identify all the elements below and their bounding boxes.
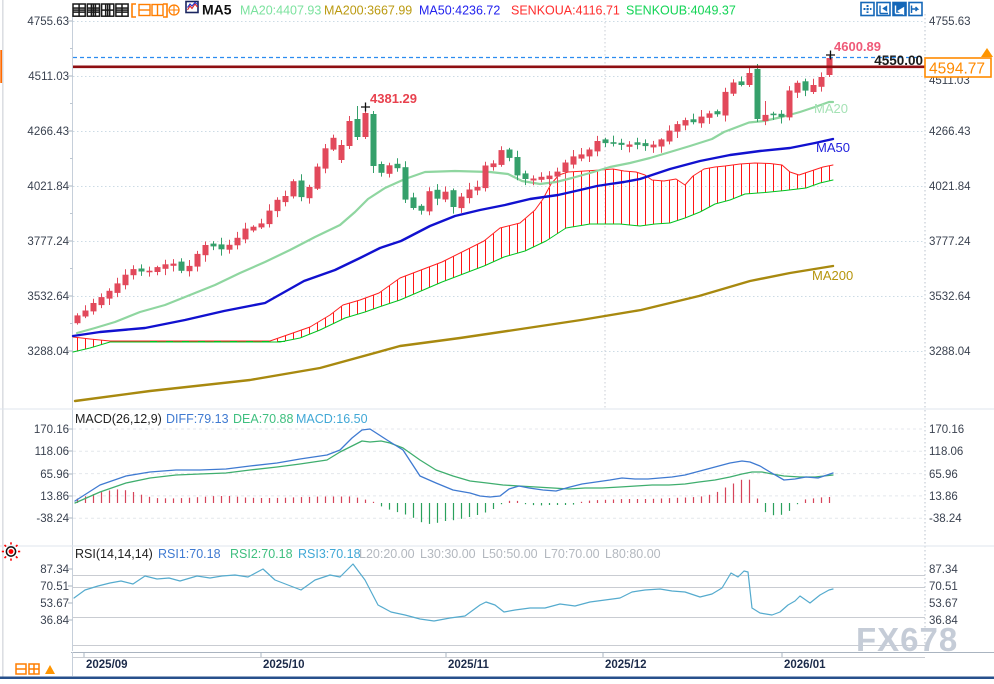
svg-text:4755.63: 4755.63	[929, 16, 971, 28]
svg-text:RSI3:70.18: RSI3:70.18	[298, 547, 361, 561]
svg-text:RSI(14,14,14): RSI(14,14,14)	[75, 547, 153, 561]
svg-text:-38.24: -38.24	[929, 513, 962, 525]
svg-text:4511.03: 4511.03	[929, 75, 970, 87]
svg-text:3777.24: 3777.24	[929, 236, 971, 248]
svg-text:13.86: 13.86	[40, 491, 69, 503]
svg-text:2025/09: 2025/09	[86, 659, 128, 671]
svg-text:3532.64: 3532.64	[929, 291, 971, 303]
svg-text:MA50: MA50	[816, 140, 850, 155]
svg-text:4381.29: 4381.29	[370, 91, 417, 106]
svg-text:4266.43: 4266.43	[929, 126, 971, 138]
svg-text:87.34: 87.34	[40, 564, 69, 576]
svg-text:-38.24: -38.24	[36, 513, 69, 525]
svg-text:13.86: 13.86	[929, 491, 958, 503]
svg-text:MACD:16.50: MACD:16.50	[296, 412, 368, 426]
svg-text:L80:80.00: L80:80.00	[605, 547, 661, 561]
svg-text:4600.89: 4600.89	[834, 39, 881, 54]
svg-text:170.16: 170.16	[34, 424, 69, 436]
svg-text:70.51: 70.51	[40, 581, 69, 593]
svg-text:3288.04: 3288.04	[929, 346, 971, 358]
svg-text:2026/01: 2026/01	[784, 659, 826, 671]
svg-text:L30:30.00: L30:30.00	[420, 547, 476, 561]
svg-text:3777.24: 3777.24	[27, 236, 69, 248]
svg-text:RSI1:70.18: RSI1:70.18	[158, 547, 221, 561]
svg-text:170.16: 170.16	[929, 424, 964, 436]
svg-text:L70:70.00: L70:70.00	[544, 547, 600, 561]
svg-text:RSI2:70.18: RSI2:70.18	[230, 547, 293, 561]
svg-text:4594.77: 4594.77	[929, 61, 985, 78]
svg-text:DIFF:79.13: DIFF:79.13	[166, 412, 229, 426]
svg-text:2025/11: 2025/11	[448, 659, 490, 671]
svg-text:FX678: FX678	[856, 621, 958, 658]
svg-text:MA20: MA20	[814, 101, 848, 116]
svg-text:MA200:3667.99: MA200:3667.99	[324, 4, 412, 18]
svg-text:36.84: 36.84	[929, 615, 958, 627]
svg-text:53.67: 53.67	[929, 598, 958, 610]
svg-text:65.96: 65.96	[40, 469, 69, 481]
svg-text:2025/12: 2025/12	[605, 659, 647, 671]
svg-text:3532.64: 3532.64	[27, 291, 69, 303]
svg-text:4021.84: 4021.84	[27, 181, 69, 193]
svg-text:118.06: 118.06	[929, 446, 963, 458]
svg-text:MA5: MA5	[202, 2, 232, 18]
svg-text:L20:20.00: L20:20.00	[359, 547, 415, 561]
svg-text:65.96: 65.96	[929, 469, 958, 481]
svg-text:SENKOUA:4116.71: SENKOUA:4116.71	[511, 4, 620, 18]
svg-text:MA50:4236.72: MA50:4236.72	[419, 4, 500, 18]
svg-text:4550.00: 4550.00	[874, 53, 923, 68]
svg-text:2025/10: 2025/10	[263, 659, 305, 671]
svg-text:4266.43: 4266.43	[27, 126, 69, 138]
svg-text:DEA:70.88: DEA:70.88	[233, 412, 294, 426]
svg-text:MA200: MA200	[812, 268, 853, 283]
svg-text:118.06: 118.06	[35, 446, 69, 458]
svg-text:53.67: 53.67	[40, 598, 69, 610]
svg-text:70.51: 70.51	[929, 581, 958, 593]
svg-text:4755.63: 4755.63	[27, 16, 69, 28]
svg-text:MACD(26,12,9): MACD(26,12,9)	[75, 412, 162, 426]
svg-text:4511.03: 4511.03	[28, 71, 69, 83]
svg-text:36.84: 36.84	[40, 615, 69, 627]
svg-text:4021.84: 4021.84	[929, 181, 971, 193]
svg-text:MA20:4407.93: MA20:4407.93	[240, 4, 321, 18]
svg-text:SENKOUB:4049.37: SENKOUB:4049.37	[626, 4, 736, 18]
svg-text:3288.04: 3288.04	[27, 346, 69, 358]
svg-text:87.34: 87.34	[929, 564, 958, 576]
svg-text:L50:50.00: L50:50.00	[482, 547, 538, 561]
